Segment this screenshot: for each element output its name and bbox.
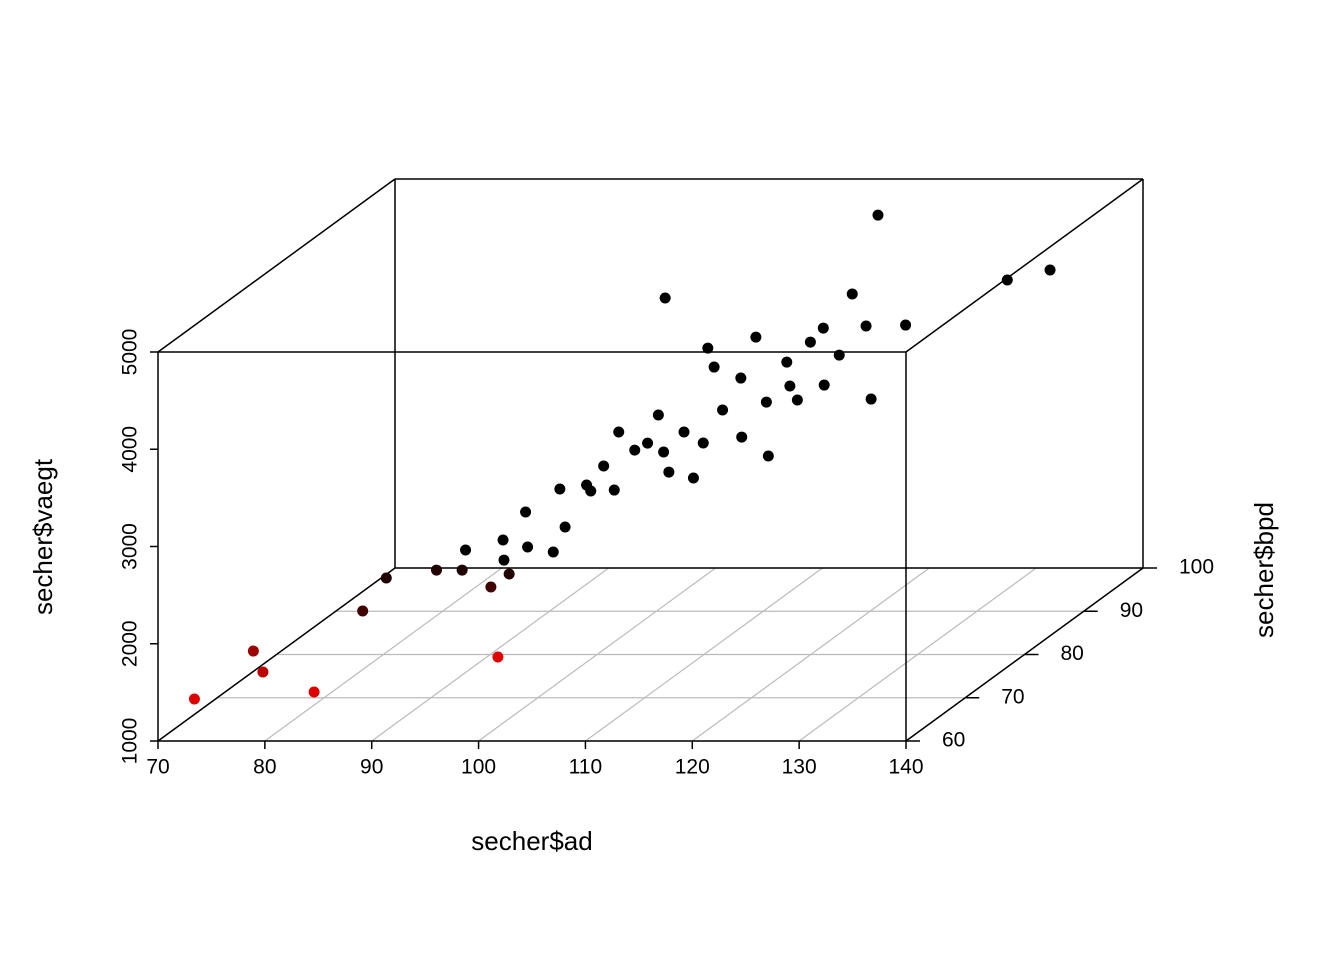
- box-edge: [157, 567, 396, 742]
- point: [846, 288, 858, 300]
- x-tick-label: 100: [461, 756, 496, 779]
- point: [760, 396, 772, 408]
- point: [678, 426, 690, 438]
- point: [485, 581, 497, 593]
- z-tick-label: 1000: [119, 718, 142, 765]
- point: [188, 693, 200, 705]
- point: [308, 686, 320, 698]
- point: [750, 331, 762, 343]
- box-edge: [157, 178, 396, 353]
- z-axis-title: secher$vaegt: [28, 458, 58, 615]
- point: [520, 506, 532, 518]
- point: [663, 466, 675, 478]
- point: [598, 460, 610, 472]
- point: [1001, 274, 1013, 286]
- point: [687, 472, 699, 484]
- x-tick-label: 80: [253, 756, 276, 779]
- point: [791, 394, 803, 406]
- point: [456, 564, 468, 576]
- point: [735, 372, 747, 384]
- z-tick-label: 3000: [119, 523, 142, 570]
- point: [762, 450, 774, 462]
- point: [460, 544, 472, 556]
- point: [702, 342, 714, 354]
- x-tick-label: 130: [782, 756, 817, 779]
- point: [804, 336, 816, 348]
- point: [652, 409, 664, 421]
- point: [559, 521, 571, 533]
- point: [608, 484, 620, 496]
- point: [497, 534, 509, 546]
- point: [818, 379, 830, 391]
- point: [498, 554, 510, 566]
- point: [736, 431, 748, 443]
- point: [658, 446, 670, 458]
- z-tick-label: 5000: [119, 329, 142, 376]
- point: [247, 645, 259, 657]
- x-tick-label: 140: [888, 756, 923, 779]
- point: [781, 356, 793, 368]
- point: [659, 292, 671, 304]
- x-tick-label: 70: [146, 756, 169, 779]
- point: [708, 361, 720, 373]
- z-tick-label: 4000: [119, 426, 142, 473]
- point: [860, 320, 872, 332]
- y-tick-label: 90: [1120, 599, 1143, 622]
- point: [717, 404, 729, 416]
- y-tick-label: 70: [1001, 685, 1024, 708]
- point: [257, 666, 269, 678]
- point: [554, 483, 566, 495]
- point: [547, 546, 559, 558]
- y-tick-label: 60: [942, 729, 965, 752]
- point: [865, 393, 877, 405]
- x-tick-label: 110: [569, 756, 602, 779]
- point: [613, 426, 625, 438]
- point: [492, 651, 504, 663]
- point: [357, 605, 369, 617]
- point: [522, 541, 534, 553]
- point: [833, 349, 845, 361]
- x-axis-title: secher$ad: [471, 826, 592, 856]
- x-tick-label: 120: [675, 756, 710, 779]
- point: [503, 568, 515, 580]
- z-tick-label: 2000: [119, 620, 142, 667]
- y-axis-title: secher$bpd: [1249, 502, 1279, 638]
- point: [697, 437, 709, 449]
- y-tick-label: 80: [1061, 642, 1084, 665]
- box-edge: [905, 178, 1144, 353]
- y-tick-label: 100: [1179, 556, 1214, 579]
- point: [430, 564, 442, 576]
- point: [784, 380, 796, 392]
- point: [380, 572, 392, 584]
- point: [1044, 264, 1056, 276]
- point: [642, 437, 654, 449]
- point: [585, 485, 597, 497]
- point: [900, 319, 912, 331]
- point: [872, 209, 884, 221]
- x-tick-label: 90: [360, 756, 383, 779]
- point: [629, 444, 641, 456]
- point: [817, 322, 829, 334]
